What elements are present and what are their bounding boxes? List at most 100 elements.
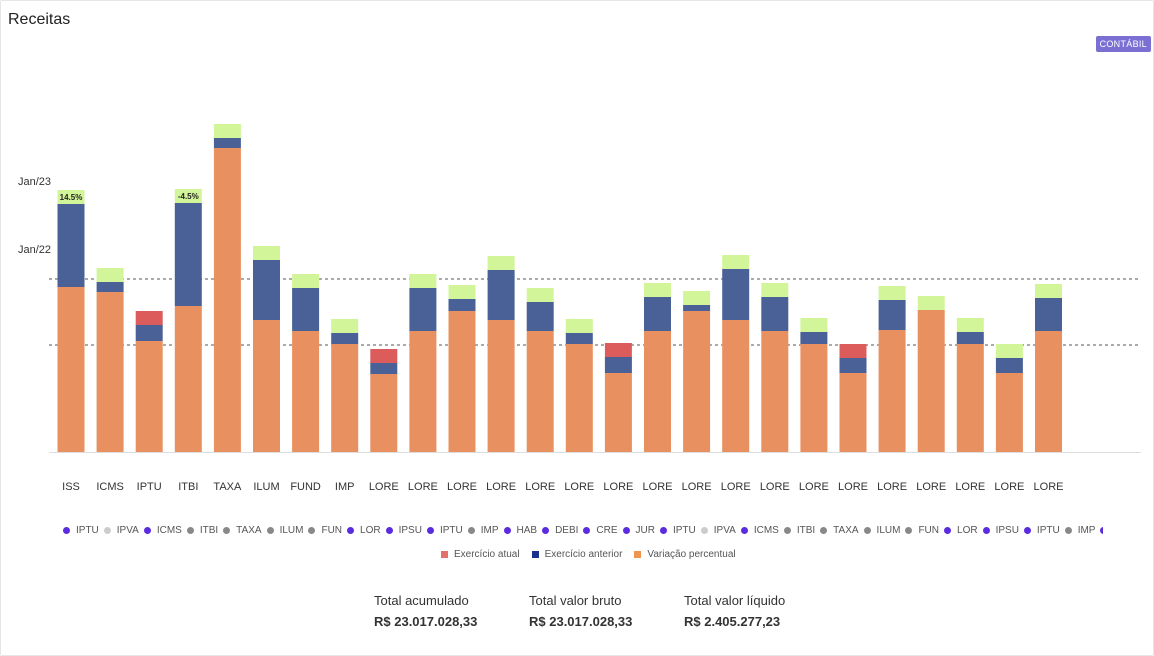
x-tick-label: LORE (720, 481, 751, 493)
bar-exercicio-atual-3 (174, 306, 202, 452)
legend-item-label: HAB (516, 524, 538, 536)
data-label-3: -4.5% (178, 192, 199, 201)
legend-item[interactable]: TAXA (820, 525, 859, 536)
total-acumulado: Total acumulado R$ 23.017.028,33 (374, 593, 477, 629)
legend-dot-icon (863, 526, 871, 534)
legend-item[interactable]: ICMS (143, 525, 182, 536)
legend-item-label: ITBI (796, 524, 816, 536)
bar-exercicio-anterior-1 (96, 282, 124, 292)
bar-variacao-23 (956, 318, 984, 332)
legend-item-label: JUR (635, 524, 655, 536)
bar-exercicio-anterior-25 (1035, 298, 1062, 331)
bar-exercicio-anterior-3 (174, 203, 202, 306)
data-label-0: 14.5% (60, 193, 83, 202)
legend-item[interactable]: ITBI (783, 524, 816, 536)
legend-item-label: IMP (480, 524, 499, 536)
legend-variacao-percentual[interactable]: Variação percentual (634, 549, 736, 560)
bar-variacao-22 (917, 296, 945, 310)
bar-variacao-8 (370, 349, 398, 363)
bar-exercicio-atual-4 (213, 148, 241, 452)
legend-item[interactable]: ILUM (863, 524, 901, 536)
legend-item[interactable]: FUN (308, 525, 342, 536)
bar-exercicio-atual-25 (1035, 331, 1062, 452)
legend-dot-icon (1064, 526, 1072, 534)
bar-exercicio-atual-7 (331, 344, 359, 452)
contabil-badge[interactable]: CONTÁBIL (1095, 36, 1151, 52)
legend-swatch-anterior (531, 551, 539, 558)
legend-item[interactable]: HAB (503, 524, 538, 536)
x-tick-label: ISS (62, 481, 80, 493)
x-tick-label: IPTU (136, 481, 162, 493)
category-legend: IPTU IPVA ICMS ITBI TAXA ILUM FUN LOR IPSU IPTU IM… (63, 522, 1103, 538)
x-tick-label: LORE (759, 481, 790, 493)
legend-item[interactable]: LOR (944, 525, 978, 536)
legend-item[interactable]: IPTU (426, 524, 463, 536)
legend-item[interactable]: JUR (622, 524, 655, 536)
legend-exercicio-atual[interactable]: Exercício atual (441, 549, 520, 560)
bar-exercicio-atual-19 (800, 344, 828, 452)
x-tick-label: LORE (916, 481, 947, 493)
bar-variacao-4 (213, 124, 241, 138)
bar-variacao-25 (1035, 284, 1062, 298)
legend-item-label: ILUM (279, 524, 304, 536)
legend-item[interactable]: IPTU (1023, 524, 1060, 536)
legend-item-label: IPTU (76, 524, 99, 536)
x-tick-label: LORE (486, 481, 517, 493)
legend-item[interactable]: IPSU (385, 524, 422, 536)
legend-item[interactable]: LOR (347, 525, 381, 536)
legend-item[interactable]: ILUM (266, 524, 304, 536)
x-tick-label: LORE (798, 481, 829, 493)
legend-item-label: IPTU (1036, 524, 1060, 536)
legend-dot-icon (347, 526, 355, 534)
legend-item[interactable]: IPVA (700, 525, 736, 536)
bar-variacao-17 (722, 255, 750, 269)
legend-dot-icon (542, 526, 550, 534)
x-tick-label: ICMS (96, 481, 124, 493)
x-tick-label: FUND (290, 481, 321, 493)
legend-item[interactable]: IPTU (659, 525, 696, 536)
legend-item[interactable]: TAXA (223, 525, 262, 536)
bar-exercicio-anterior-13 (565, 333, 593, 344)
legend-item[interactable]: ITBI (186, 525, 218, 536)
legend-item[interactable]: IPSU (982, 525, 1019, 536)
legend-item[interactable]: DEBI (542, 525, 578, 536)
legend-item[interactable]: IMP (467, 524, 499, 536)
bar-variacao-5 (253, 246, 280, 260)
bar-exercicio-anterior-23 (956, 332, 984, 344)
legend-exercicio-anterior[interactable]: Exercício anterior (531, 549, 622, 560)
bar-exercicio-atual-17 (722, 320, 750, 452)
bar-variacao-14 (604, 343, 632, 357)
total-acumulado-value: R$ 23.017.028,33 (374, 614, 478, 629)
bar-exercicio-anterior-18 (761, 297, 789, 331)
x-tick-label: LORE (368, 481, 399, 493)
legend-item[interactable]: ICMS (740, 525, 779, 536)
total-valor-liquido-label: Total valor líquido (684, 593, 786, 608)
legend-item-label: IPTU (439, 524, 463, 536)
bar-variacao-0 (57, 190, 85, 204)
total-valor-bruto-value: R$ 23.017.028,33 (529, 614, 633, 629)
legend-item-label: ILUM (876, 524, 901, 536)
legend-dot-icon (982, 526, 990, 534)
bar-exercicio-atual-11 (487, 320, 515, 452)
legend-dot-icon (783, 526, 791, 534)
x-tick-label: LORE (1033, 481, 1064, 493)
bar-variacao-11 (487, 256, 515, 270)
legend-item[interactable]: IMP (1064, 524, 1096, 536)
x-tick-label: TAXA (213, 481, 242, 493)
legend-item[interactable]: CRE (583, 525, 618, 536)
legend-item[interactable]: IPVA (103, 525, 139, 536)
legend-item[interactable]: IPTU (63, 525, 99, 536)
x-tick-label: LORE (564, 481, 595, 493)
legend-item[interactable]: HAB (1100, 525, 1103, 536)
series-legend: Exercício atual Exercício anterior Varia… (441, 549, 748, 560)
legend-item-label: IPSU (398, 524, 422, 536)
bar-exercicio-atual-0 (57, 287, 85, 452)
legend-dot-icon (622, 526, 630, 534)
bar-exercicio-atual-21 (878, 330, 906, 452)
legend-dot-icon (143, 526, 151, 534)
legend-item[interactable]: FUN (905, 525, 939, 536)
bar-exercicio-anterior-6 (292, 288, 320, 331)
legend-item-label: IMP (1077, 524, 1096, 536)
bar-variacao-10 (448, 285, 476, 299)
legend-item-label: LOR (957, 524, 978, 536)
